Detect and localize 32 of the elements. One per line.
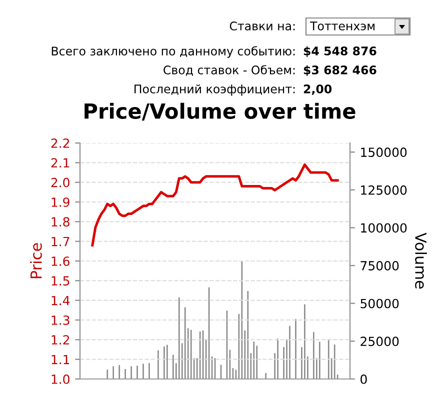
- y2-axis-title: Volume: [415, 232, 427, 289]
- y2-tick-label: 150000: [361, 148, 407, 158]
- y-axis-title: Price: [30, 243, 42, 278]
- y-tick-label: 1.0: [52, 374, 70, 384]
- y2-tick-label: 25000: [360, 336, 399, 346]
- y-tick-label: 2.2: [51, 138, 70, 148]
- y-tick-label: 2.0: [51, 178, 70, 188]
- y-tick-label: 1.7: [52, 236, 70, 246]
- y2-tick-label: 125000: [361, 185, 407, 195]
- line-series: [91, 163, 339, 247]
- y-tick-label: 1.2: [52, 335, 70, 344]
- y2-tick-label: 100000: [361, 223, 407, 233]
- y-tick-label: 1.3: [52, 315, 70, 325]
- text: Последний коэффициент:: [134, 84, 295, 96]
- y-tick-label: 1.6: [52, 256, 70, 266]
- text: Ставки на:: [230, 21, 295, 30]
- y2-tick-label: 75000: [360, 261, 399, 270]
- y-tick-label: 1.1: [52, 354, 70, 364]
- text: Всего заключено по данному событию:: [52, 46, 295, 58]
- text: Свод ставок - Объем:: [164, 65, 295, 76]
- y-tick-label: 1.8: [52, 217, 70, 227]
- text: $3 682 466: [304, 65, 376, 76]
- y-tick-label: 1.5: [52, 276, 70, 286]
- text: 2,00: [304, 84, 332, 95]
- y-tick-label: 2.1: [51, 158, 70, 168]
- y2-tick-label: 0: [360, 374, 367, 384]
- y2-tick-label: 50000: [360, 298, 399, 308]
- text: Тоттенхэм: [310, 22, 374, 30]
- y-tick-label: 1.4: [52, 296, 70, 306]
- text: $4 548 876: [304, 46, 376, 57]
- y-tick-label: 1.9: [52, 197, 70, 207]
- chart-title: Price/Volume over time: [84, 102, 356, 121]
